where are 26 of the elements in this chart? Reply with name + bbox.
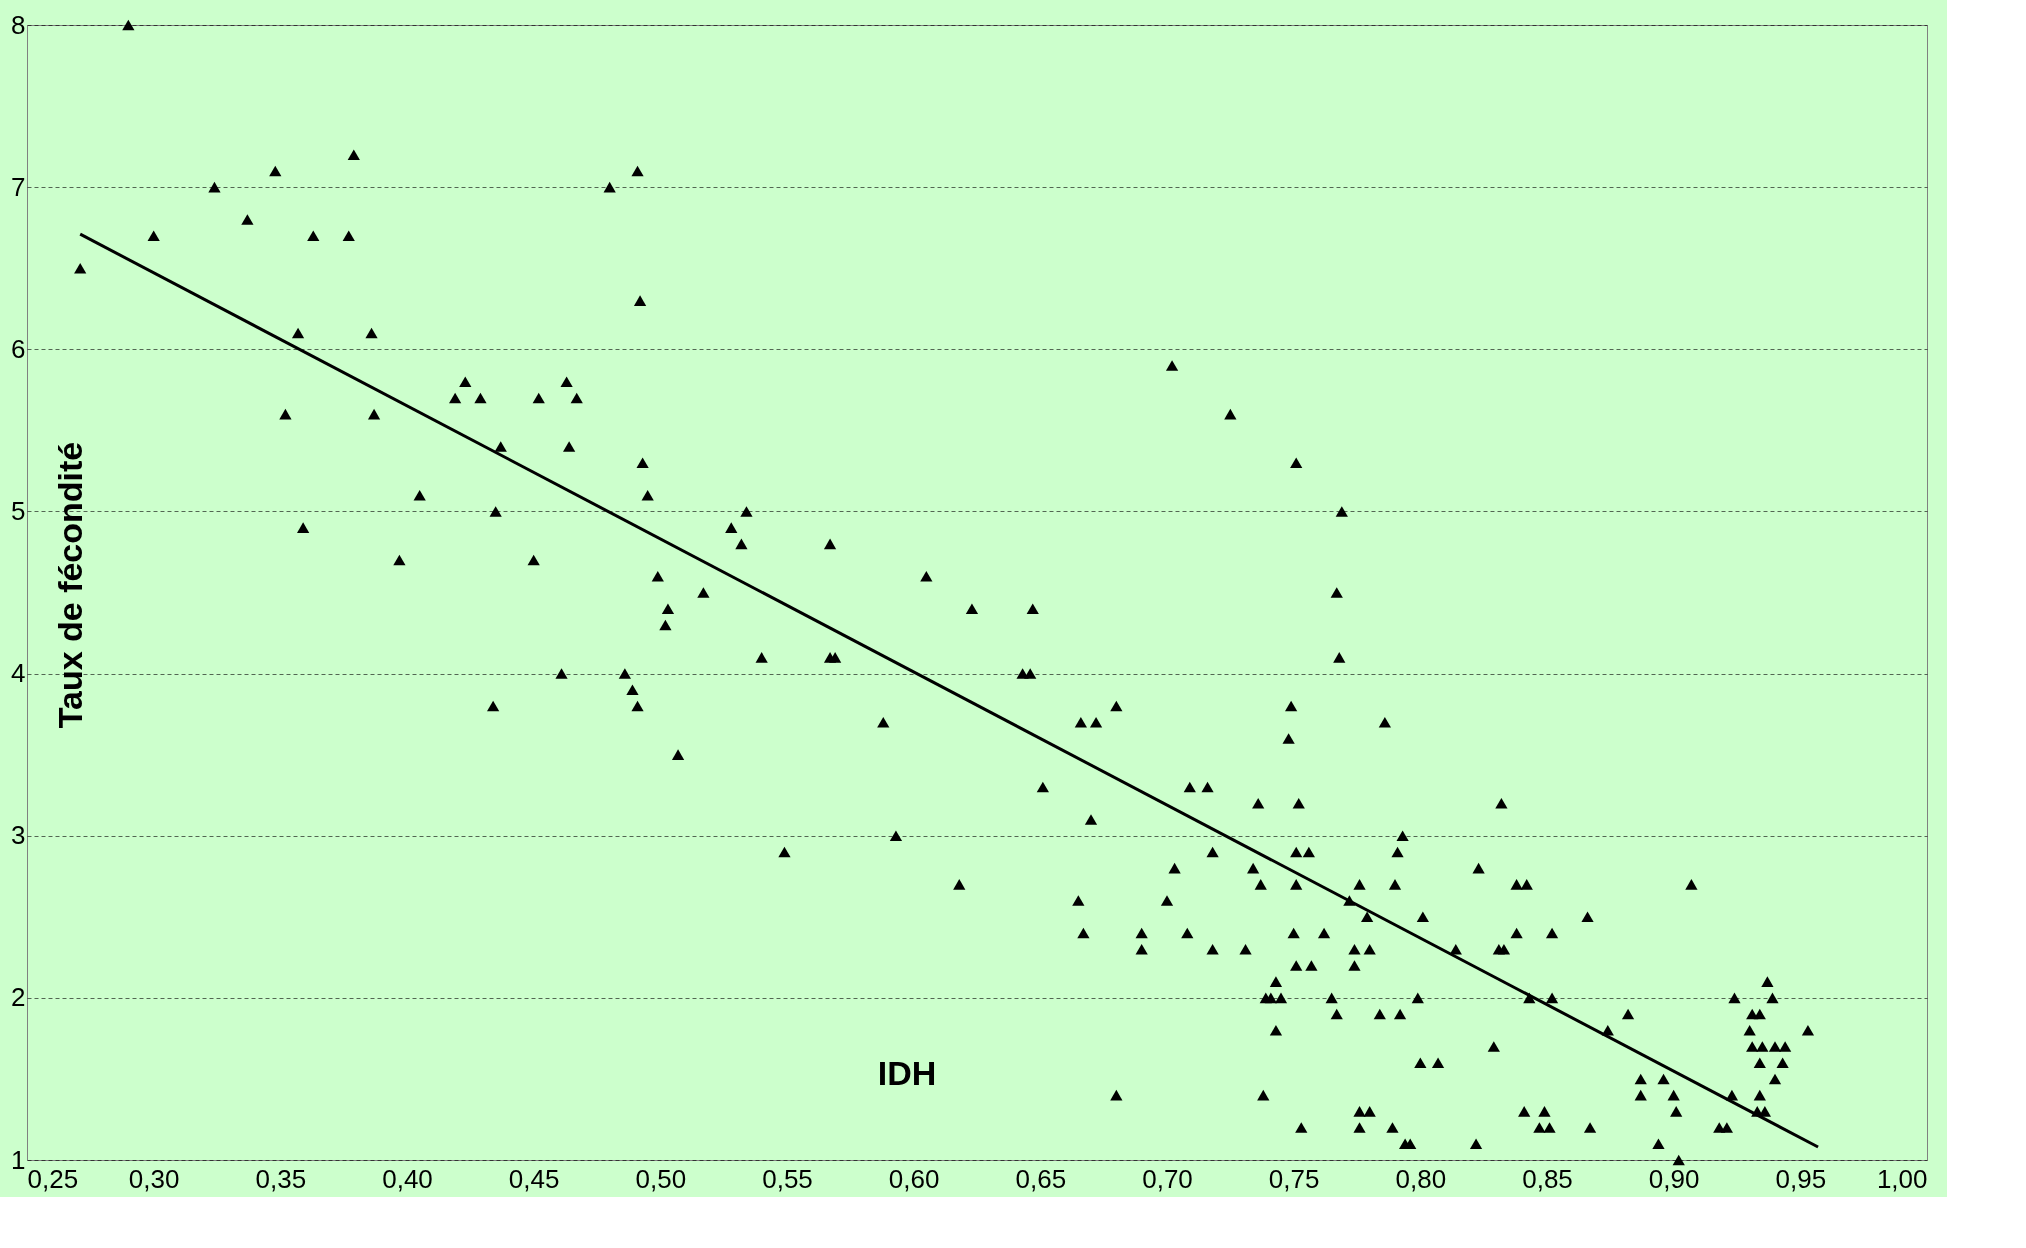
x-tick-label: 0,45 <box>508 1163 560 1194</box>
x-tick-label: 0,40 <box>382 1163 433 1194</box>
x-tick-label: 1,00 <box>1876 1163 1928 1194</box>
x-tick-label: 0,95 <box>1775 1163 1827 1194</box>
x-tick-label: 0,75 <box>1268 1163 1320 1194</box>
x-tick-label: 0,35 <box>255 1163 307 1194</box>
x-tick-label: 0,55 <box>762 1163 813 1194</box>
x-tick-label: 0,65 <box>1015 1163 1067 1194</box>
x-axis-title: IDH <box>877 1054 937 1092</box>
y-tick-label: 7 <box>11 171 26 202</box>
x-tick-label: 0,50 <box>635 1163 687 1194</box>
y-tick-label: 8 <box>11 9 26 40</box>
y-tick-label: 6 <box>11 333 26 364</box>
x-tick-label: 0,85 <box>1522 1163 1573 1194</box>
y-tick-label: 2 <box>11 982 26 1013</box>
x-tick-label: 0,70 <box>1142 1163 1193 1194</box>
y-tick-label: 1 <box>11 1144 26 1175</box>
y-tick-label: 5 <box>11 495 26 526</box>
x-tick-label: 0,30 <box>128 1163 180 1194</box>
y-axis-title: Taux de fécondité <box>51 441 89 729</box>
x-tick-label: 0,25 <box>27 1163 79 1194</box>
x-tick-label: 0,60 <box>888 1163 940 1194</box>
x-tick-label: 0,90 <box>1648 1163 1700 1194</box>
x-tick-label: 0,80 <box>1395 1163 1447 1194</box>
y-tick-label: 3 <box>11 820 26 851</box>
y-tick-label: 4 <box>11 658 26 689</box>
